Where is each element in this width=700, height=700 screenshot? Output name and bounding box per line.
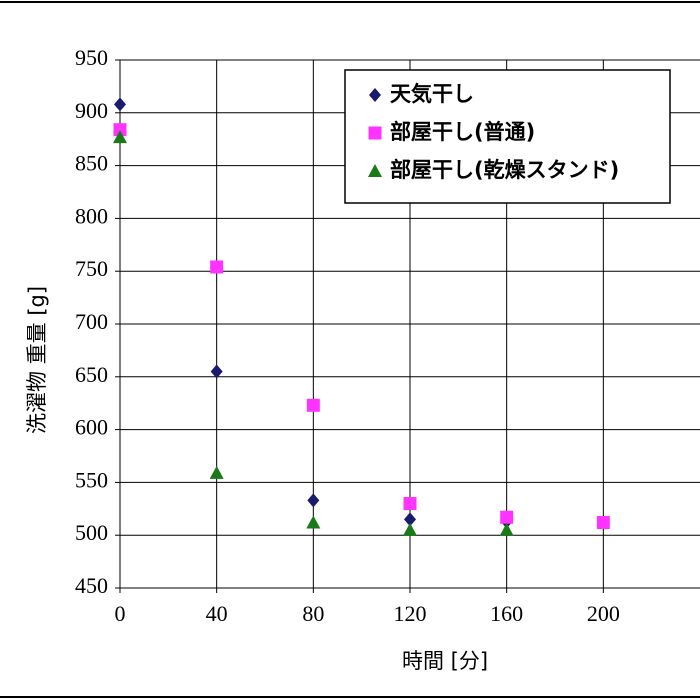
marker	[596, 516, 610, 530]
marker	[307, 493, 320, 508]
x-tick-label: 160	[490, 601, 523, 626]
marker	[500, 510, 514, 524]
marker	[114, 97, 126, 112]
y-axis-label: 洗濯物 重量 [g]	[25, 286, 49, 434]
y-tick-label: 850	[75, 151, 108, 176]
marker	[404, 512, 416, 527]
y-tick-label: 800	[75, 203, 108, 228]
y-tick-label: 950	[75, 45, 108, 70]
x-axis-label: 時間 [分]	[402, 649, 488, 673]
x-tick-label: 120	[394, 601, 427, 626]
y-tick-label: 650	[75, 362, 108, 387]
y-tick-label: 450	[75, 573, 108, 598]
marker	[113, 130, 127, 144]
y-tick-label: 700	[75, 309, 108, 334]
legend-label: 部屋干し(普通)	[390, 120, 535, 144]
y-tick-label: 600	[75, 415, 108, 440]
x-tick-label: 80	[302, 601, 324, 626]
marker	[113, 123, 127, 137]
legend-box	[344, 69, 671, 204]
y-tick-label: 750	[75, 256, 108, 281]
marker	[403, 497, 417, 511]
marker	[210, 260, 224, 274]
y-tick-label: 900	[75, 98, 108, 123]
legend-marker	[368, 164, 382, 177]
marker	[306, 398, 320, 412]
marker	[403, 522, 417, 536]
legend-marker	[368, 126, 382, 140]
marker	[210, 364, 223, 379]
legend-marker	[369, 88, 381, 102]
y-tick-label: 500	[75, 520, 108, 545]
marker	[306, 515, 321, 529]
x-tick-label: 200	[587, 601, 620, 626]
legend-label: 天気干し	[390, 82, 474, 106]
legend-label: 部屋干し(乾燥スタンド)	[390, 158, 619, 182]
marker	[209, 465, 224, 479]
y-tick-label: 550	[75, 467, 108, 492]
x-tick-label: 0	[115, 601, 126, 626]
x-tick-label: 40	[206, 601, 228, 626]
marker	[499, 522, 514, 536]
